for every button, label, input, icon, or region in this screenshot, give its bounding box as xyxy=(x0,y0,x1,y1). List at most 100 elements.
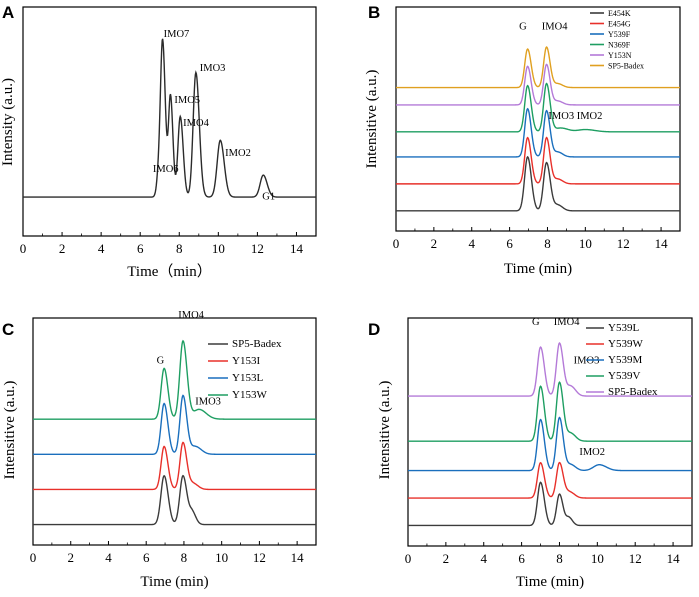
x-tick-label: 2 xyxy=(59,241,66,256)
panel-letter: B xyxy=(368,3,380,22)
x-tick-label: 12 xyxy=(629,551,642,566)
panel-d: D 0 2 4 6 8 10 12 14 Time (min) Intensitive (a.u.)… xyxy=(368,317,693,590)
legend-label: E454G xyxy=(608,20,631,29)
x-tick-label: 14 xyxy=(667,551,681,566)
peak-label: IMO3 IMO2 xyxy=(548,111,602,122)
plot-frame xyxy=(407,317,693,547)
series-line-y539f xyxy=(396,107,680,158)
x-tick-label: 8 xyxy=(556,551,563,566)
x-tick-label: 12 xyxy=(251,241,264,256)
legend-label: Y539V xyxy=(608,370,640,382)
legend-label: N369F xyxy=(608,41,631,50)
x-tick-label: 0 xyxy=(20,241,27,256)
x-tick-label: 4 xyxy=(468,236,475,251)
x-tick-label: 0 xyxy=(405,551,412,566)
peak-label: IMO6 xyxy=(153,164,179,175)
series-line-y539m xyxy=(408,416,692,472)
peak-label: IMO3 xyxy=(200,63,226,74)
peak-label: G xyxy=(532,317,540,328)
x-axis-title: Time (min) xyxy=(140,574,208,590)
x-tick-label: 6 xyxy=(137,241,144,256)
series-line-y539l xyxy=(408,481,692,527)
peak-label: IMO3 xyxy=(574,356,600,367)
x-tick-label: 2 xyxy=(67,550,74,565)
legend-label: SP5-Badex xyxy=(232,338,282,350)
panel-b: B 0 2 4 6 8 10 12 14 Time (min) Intensitive (a.u.)… xyxy=(364,3,681,277)
peak-label: G xyxy=(519,21,527,32)
x-tick-label: 14 xyxy=(290,241,304,256)
panel-letter: D xyxy=(368,320,380,339)
x-tick-label: 0 xyxy=(30,550,37,565)
peak-label: IMO4 xyxy=(183,118,209,129)
y-axis-title: Intensitive (a.u.) xyxy=(377,381,393,480)
legend-label: Y539F xyxy=(608,30,631,39)
series-line-sp5-badex xyxy=(408,342,692,397)
series-line-y153n xyxy=(396,63,680,106)
legend-label: Y539L xyxy=(608,322,639,334)
panel-letter: C xyxy=(2,320,14,339)
x-tick-label: 14 xyxy=(291,550,305,565)
plot-frame xyxy=(22,6,317,237)
x-tick-label: 10 xyxy=(591,551,604,566)
peak-label: IMO3 xyxy=(195,396,221,407)
x-tick-label: 6 xyxy=(143,550,150,565)
series-line-y539w xyxy=(408,461,692,499)
legend-label: Y153L xyxy=(232,372,263,384)
peak-label: G1 xyxy=(262,191,275,202)
series-line-n369f xyxy=(396,82,680,133)
panel-c: C 0 2 4 6 8 10 12 14 Time (min) Intensitive (a.u.)… xyxy=(2,310,317,590)
legend-label: Y153W xyxy=(232,389,267,401)
x-tick-label: 4 xyxy=(105,550,112,565)
peak-label: IMO4 xyxy=(542,21,568,32)
series-line-y539v xyxy=(408,381,692,442)
x-axis-title: Time (min) xyxy=(504,261,572,277)
series-line-y153l xyxy=(33,394,316,455)
x-tick-label: 10 xyxy=(215,550,228,565)
x-tick-label: 6 xyxy=(506,236,513,251)
series-line-e454g xyxy=(396,136,680,185)
x-tick-label: 12 xyxy=(253,550,266,565)
peak-label: IMO2 xyxy=(579,447,605,458)
panel-a: A 0 2 4 6 8 10 12 14 Time（min） Intensity (a.u.) IMO… xyxy=(0,3,317,280)
peak-label: IMO7 xyxy=(164,29,190,40)
x-tick-label: 8 xyxy=(176,241,183,256)
x-tick-label: 10 xyxy=(212,241,225,256)
legend-label: Y153N xyxy=(608,51,632,60)
legend-label: SP5-Badex xyxy=(608,386,658,398)
x-tick-label: 6 xyxy=(518,551,525,566)
panel-letter: A xyxy=(2,3,14,22)
x-axis-title: Time (min) xyxy=(516,574,584,590)
series-line-imo-standards xyxy=(23,38,316,198)
peak-label: IMO4 xyxy=(554,317,580,328)
legend-label: SP5-Badex xyxy=(608,62,644,71)
peak-label: G xyxy=(157,355,165,366)
x-tick-label: 12 xyxy=(617,236,630,251)
legend-label: Y539M xyxy=(608,354,642,366)
x-tick-label: 4 xyxy=(98,241,105,256)
x-tick-label: 8 xyxy=(181,550,188,565)
y-axis-title: Intensitive (a.u.) xyxy=(2,381,18,480)
series-line-y153i xyxy=(33,441,316,491)
y-axis-title: Intensitive (a.u.) xyxy=(364,70,380,169)
x-axis-title: Time（min） xyxy=(127,263,211,280)
x-tick-label: 0 xyxy=(393,236,400,251)
peak-label: IMO4 xyxy=(178,310,204,321)
legend: SP5-Badex Y153I Y153L Y153W xyxy=(208,338,282,401)
plot-frame xyxy=(32,317,317,546)
x-tick-label: 2 xyxy=(431,236,438,251)
y-axis-title: Intensity (a.u.) xyxy=(0,78,16,166)
legend: Y539L Y539W Y539M Y539V SP5-Badex xyxy=(586,322,658,398)
legend-label: Y539W xyxy=(608,338,643,350)
x-tick-label: 10 xyxy=(579,236,592,251)
peak-label: IMO2 xyxy=(225,148,251,159)
peak-label: IMO5 xyxy=(174,95,200,106)
legend-label: E454K xyxy=(608,9,631,18)
x-tick-label: 4 xyxy=(480,551,487,566)
x-tick-label: 14 xyxy=(655,236,669,251)
legend-label: Y153I xyxy=(232,355,260,367)
plot-frame xyxy=(395,6,681,232)
x-tick-label: 2 xyxy=(443,551,450,566)
x-tick-label: 8 xyxy=(544,236,551,251)
